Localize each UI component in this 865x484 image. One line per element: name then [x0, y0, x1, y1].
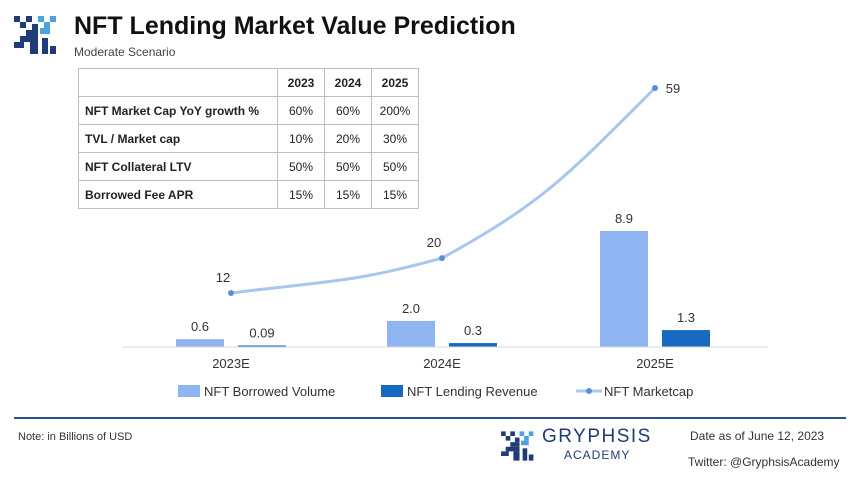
date-note: Date as of June 12, 2023 — [690, 429, 825, 443]
bar-data-label: 8.9 — [615, 211, 633, 226]
table-cell: 60% — [277, 96, 325, 125]
x-tick-label: 2023E — [212, 356, 250, 371]
page-subtitle: Moderate Scenario — [74, 45, 176, 59]
bar-nft-lending-revenue-2024E — [449, 343, 497, 347]
brand-name: GRYPHSIS — [542, 426, 652, 447]
legend-label: NFT Borrowed Volume — [204, 384, 335, 399]
legend-label: NFT Lending Revenue — [407, 384, 538, 399]
bar-nft-borrowed-volume-2024E — [387, 320, 435, 347]
line-point-2025E — [652, 85, 658, 91]
table-row-label: NFT Collateral LTV — [78, 152, 278, 181]
table-cell: 15% — [324, 180, 372, 209]
table-year-header: 2025 — [371, 68, 419, 97]
bar-data-label: 0.6 — [191, 319, 209, 334]
table-cell: 20% — [324, 124, 372, 153]
brand-block: GRYPHSIS ACADEMY — [498, 424, 678, 468]
table-row-label: NFT Market Cap YoY growth % — [78, 96, 278, 125]
gryphsis-logo-icon — [501, 431, 534, 461]
legend-swatch — [381, 385, 403, 397]
table-cell: 50% — [371, 152, 419, 181]
table-year-header: 2024 — [324, 68, 372, 97]
bar-data-label: 0.3 — [464, 323, 482, 338]
table-cell: 10% — [277, 124, 325, 153]
line-point-2023E — [228, 290, 234, 296]
table-cell: 200% — [371, 96, 419, 125]
table-year-header: 2023 — [277, 68, 325, 97]
line-point-2024E — [439, 255, 445, 262]
bar-data-label: 1.3 — [677, 310, 695, 325]
table-row-label: Borrowed Fee APR — [78, 180, 278, 209]
bar-data-label: 0.09 — [249, 326, 274, 341]
bar-nft-lending-revenue-2025E — [662, 330, 710, 347]
chart: 0.6 2.0 8.9 0.09 0.3 1.3 12 20 59 2023E 2024E 2025E… — [122, 81, 768, 399]
gryphsis-logo-icon — [14, 16, 56, 54]
bar-data-label: 2.0 — [402, 301, 420, 316]
line-data-label: 20 — [427, 235, 441, 250]
bar-nft-borrowed-volume-2025E — [600, 231, 648, 347]
table-cell: 60% — [324, 96, 372, 125]
table-row: TVL / Market cap 10% 20% 30% — [78, 124, 419, 153]
bar-nft-lending-revenue-2023E — [238, 345, 286, 347]
brand-subtitle: ACADEMY — [564, 448, 631, 462]
table-cell: 15% — [277, 180, 325, 209]
legend-swatch — [178, 385, 200, 397]
table-row-label: TVL / Market cap — [78, 124, 278, 153]
table-cell: 15% — [371, 180, 419, 209]
table-cell: 30% — [371, 124, 419, 153]
table-corner-cell — [78, 68, 278, 97]
units-note: Note: in Billions of USD — [18, 431, 133, 443]
table-row: NFT Collateral LTV 50% 50% 50% — [78, 152, 419, 181]
table-cell: 50% — [277, 152, 325, 181]
table-row: NFT Market Cap YoY growth % 60% 60% 200% — [78, 96, 419, 125]
assumptions-table: 2023 2024 2025 NFT Market Cap YoY growth… — [78, 68, 419, 209]
x-tick-label: 2025E — [636, 356, 674, 371]
page-title: NFT Lending Market Value Prediction — [74, 12, 516, 40]
table-row: Borrowed Fee APR 15% 15% 15% — [78, 180, 419, 209]
legend-label: NFT Marketcap — [604, 384, 693, 399]
line-data-label: 59 — [666, 81, 680, 96]
line-data-label: 12 — [216, 270, 230, 285]
twitter-handle: Twitter: @GryphsisAcademy — [688, 455, 840, 469]
legend-marker — [586, 388, 592, 394]
table-cell: 50% — [324, 152, 372, 181]
bar-nft-borrowed-volume-2023E — [176, 339, 224, 347]
table-header-row: 2023 2024 2025 — [78, 68, 419, 97]
footer-divider — [14, 417, 846, 419]
x-tick-label: 2024E — [423, 356, 461, 371]
